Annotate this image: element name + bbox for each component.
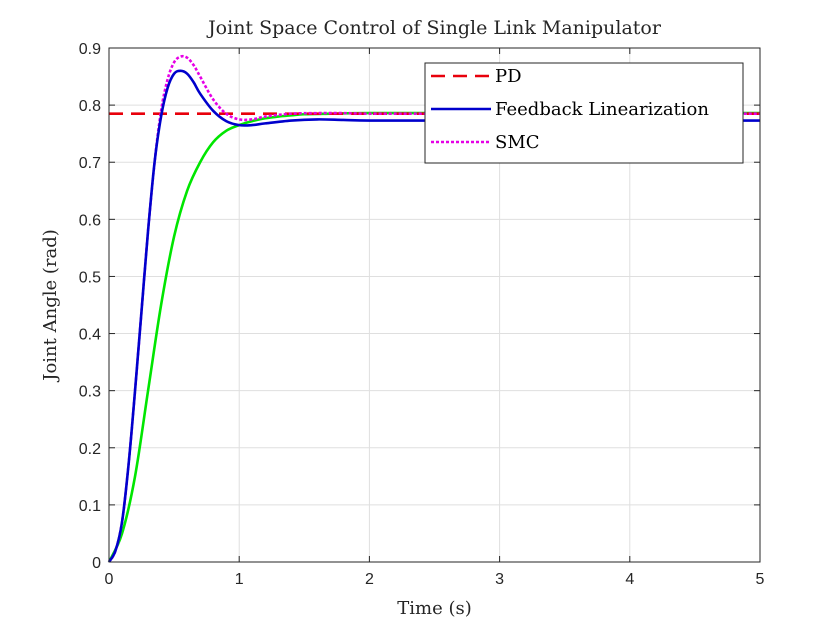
y-tick-label: 0.7 <box>79 155 101 172</box>
legend-label: SMC <box>495 132 540 153</box>
legend-label: PD <box>495 66 522 87</box>
x-tick-label: 3 <box>495 571 504 588</box>
y-tick-label: 0.3 <box>79 384 101 401</box>
y-tick-label: 0.5 <box>79 269 101 286</box>
x-axis-label: Time (s) <box>397 598 472 619</box>
y-tick-label: 0.6 <box>79 212 101 229</box>
y-tick-label: 0.4 <box>79 327 101 344</box>
y-tick-label: 0.2 <box>79 441 101 458</box>
x-tick-label: 5 <box>756 571 765 588</box>
y-axis-label: Joint Angle (rad) <box>40 229 61 383</box>
x-tick-label: 0 <box>105 571 114 588</box>
axes-box <box>108 47 761 563</box>
ticks: 0 1 2 3 4 5 0 0.1 0.2 0.3 0.4 0.5 0.6 0.7 0.8 0.9 <box>79 41 765 588</box>
x-tick-label: 4 <box>625 571 634 588</box>
y-tick-label: 0.9 <box>79 41 101 58</box>
chart-title: Joint Space Control of Single Link Manip… <box>206 17 662 39</box>
legend-box <box>424 62 744 164</box>
y-tick-label: 0 <box>92 555 101 572</box>
y-tick-label: 0.8 <box>79 98 101 115</box>
x-tick-label: 2 <box>365 571 374 588</box>
y-tick-label: 0.1 <box>79 498 101 515</box>
legend-label: Feedback Linearization <box>495 99 709 120</box>
x-tick-label: 1 <box>235 571 244 588</box>
legend: PD Feedback Linearization SMC <box>424 62 744 164</box>
